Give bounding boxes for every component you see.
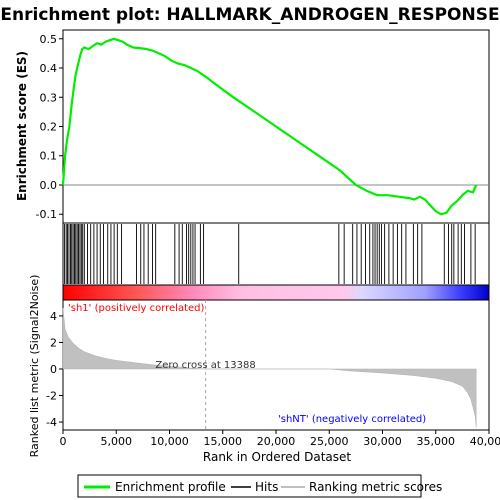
es-tick-label: 0.4 xyxy=(40,62,58,75)
ranking-metric-fill xyxy=(62,307,477,428)
metric-tick-label: -2 xyxy=(46,390,57,403)
x-tick-label: 5,000 xyxy=(101,435,133,448)
x-tick-label: 30,000 xyxy=(363,435,402,448)
rank-color-bar xyxy=(62,284,490,301)
es-axis: -0.1 0.0 0.1 0.2 0.3 0.4 0.5 xyxy=(36,33,63,221)
legend-enrichment-label: Enrichment profile xyxy=(115,480,226,494)
es-tick-label: 0.2 xyxy=(40,121,58,134)
x-tick-label: 35,000 xyxy=(417,435,456,448)
legend: Enrichment profile Hits Ranking metric s… xyxy=(77,474,442,498)
positive-label: 'sh1' (positively correlated) xyxy=(68,303,205,314)
negative-label: 'shNT' (negatively correlated) xyxy=(278,414,426,425)
es-axis-label: Enrichment score (ES) xyxy=(15,51,29,201)
legend-hits-label: Hits xyxy=(255,480,278,494)
legend-box xyxy=(77,474,422,498)
metric-tick-label: -4 xyxy=(46,416,57,429)
x-axis-label: Rank in Ordered Dataset xyxy=(203,450,351,464)
es-tick-label: 0.1 xyxy=(40,150,58,163)
hits-panel xyxy=(62,222,490,286)
hits-marks xyxy=(64,224,476,284)
es-tick-label: 0.3 xyxy=(40,91,58,104)
x-tick-label: 40,000 xyxy=(470,435,500,448)
ranking-metric-area xyxy=(62,307,477,428)
es-tick-label: 0.0 xyxy=(40,179,58,192)
enrichment-profile-line xyxy=(61,37,478,216)
metric-axis: -4 -2 0 2 4 xyxy=(46,310,63,429)
x-tick-label: 10,000 xyxy=(150,435,189,448)
es-tick-label: 0.5 xyxy=(40,33,58,46)
chart-title: Enrichment plot: HALLMARK_ANDROGEN_RESPO… xyxy=(0,5,499,25)
x-tick-label: 0 xyxy=(60,435,67,448)
x-axis: 0 5,000 10,000 15,000 20,000 25,000 30,000 35,0… xyxy=(60,430,500,448)
metric-tick-label: 4 xyxy=(50,310,57,323)
x-tick-label: 15,000 xyxy=(204,435,243,448)
metric-tick-label: 2 xyxy=(50,336,57,349)
x-tick-label: 25,000 xyxy=(310,435,349,448)
x-tick-label: 20,000 xyxy=(257,435,296,448)
es-tick-label: -0.1 xyxy=(36,208,57,221)
zero-cross-label: Zero cross at 13388 xyxy=(155,360,255,371)
legend-metric-label: Ranking metric scores xyxy=(309,480,442,494)
metric-tick-label: 0 xyxy=(50,363,57,376)
metric-axis-label: Ranked list metric (Signal2Noise) xyxy=(28,275,41,458)
